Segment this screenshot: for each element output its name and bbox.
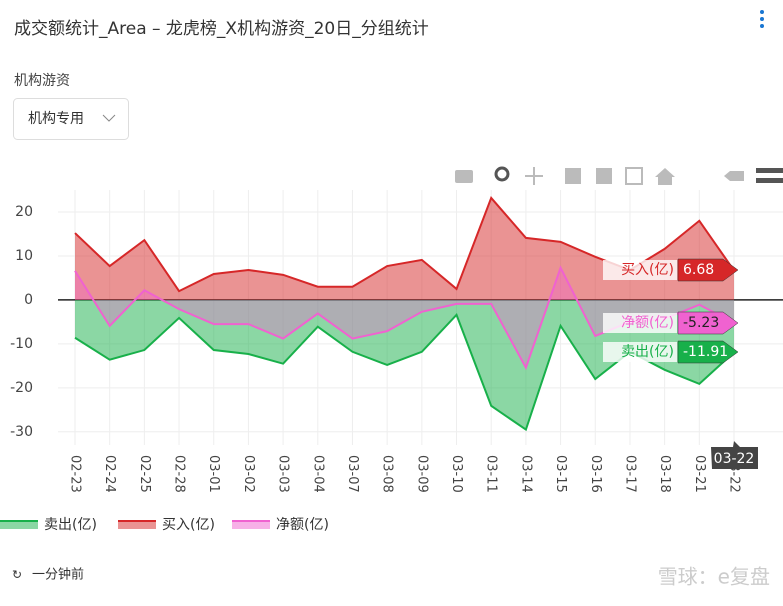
- x-tick-label: 03-07: [345, 455, 360, 493]
- area-fill: [75, 197, 734, 300]
- dropdown-arrow: [102, 114, 116, 122]
- menu-dot[interactable]: [760, 24, 764, 28]
- legend-swatch: [118, 520, 156, 529]
- x-tick-label: 03-16: [588, 455, 603, 493]
- modebar[interactable]: [455, 166, 783, 185]
- x-tick-label: 03-02: [241, 455, 256, 493]
- filter-label: 机构游资: [14, 73, 70, 89]
- x-tick-label: 03-18: [657, 455, 672, 493]
- watermark: 雪球：e复盘: [658, 565, 770, 589]
- x-tick-label: 03-08: [380, 455, 395, 493]
- x-tick-label: 03-04: [310, 455, 325, 493]
- y-tick-label: -30: [10, 424, 33, 440]
- hover-name-bg: [603, 260, 677, 280]
- x-tick-label: 03-01: [206, 455, 221, 493]
- legend-label: 净额(亿): [276, 517, 329, 533]
- x-tick-label: 03-11: [484, 455, 499, 493]
- y-tick-label: -10: [10, 336, 33, 352]
- hover-x-box: [711, 441, 758, 469]
- y-tick-label: 10: [15, 248, 33, 264]
- x-tick-label: 03-09: [414, 455, 429, 493]
- hover-x-label: 03-22: [714, 451, 755, 467]
- y-tick-label: 20: [15, 204, 33, 220]
- y-tick-label: 0: [24, 292, 33, 308]
- menu-dot[interactable]: [760, 17, 764, 21]
- legend-item[interactable]: 买入(亿): [118, 517, 215, 533]
- dropdown[interactable]: [13, 98, 129, 140]
- hover-box: [677, 311, 739, 335]
- hover-name: 卖出(亿): [621, 344, 674, 360]
- updated: 一分钟前: [32, 567, 84, 583]
- legend-swatch: [0, 520, 38, 529]
- area-fill: [75, 299, 734, 430]
- x-tick-label: 03-15: [553, 455, 568, 493]
- x-tick-label: 03-21: [692, 455, 707, 493]
- hover-name-bg: [603, 342, 677, 362]
- hover-name-bg: [603, 313, 677, 333]
- x-tick-label: 02-25: [137, 455, 152, 493]
- hover-value: -11.91: [683, 344, 728, 360]
- x-tick-label: 02-28: [172, 455, 187, 493]
- x-tick-label: 03-03: [276, 455, 291, 493]
- hover-name: 净额(亿): [621, 315, 674, 331]
- area-fill: [75, 267, 734, 368]
- hover-value: -5.23: [683, 315, 719, 331]
- hover-box: [677, 340, 739, 364]
- dropdown-value: 机构专用: [28, 111, 84, 127]
- legend-label: 买入(亿): [162, 517, 215, 533]
- x-tick-label: 03-14: [518, 455, 533, 493]
- page-title: 成交额统计_Area – 龙虎榜_X机构游资_20日_分组统计: [14, 19, 429, 39]
- legend-item[interactable]: 净额(亿): [232, 517, 329, 533]
- legend-item[interactable]: 卖出(亿): [0, 517, 97, 533]
- legend-swatch: [232, 520, 270, 529]
- hover-box: [677, 258, 739, 282]
- y-tick-label: -20: [10, 380, 33, 396]
- x-tick-label: 02-23: [68, 455, 83, 493]
- x-tick-label: 03-10: [449, 455, 464, 493]
- hover-value: 6.68: [683, 262, 714, 278]
- menu-dot[interactable]: [760, 10, 764, 14]
- refresh-icon: ↻: [12, 568, 22, 582]
- x-tick-label: 03-17: [622, 455, 637, 493]
- x-tick-label: 02-24: [102, 455, 117, 493]
- hover-name: 买入(亿): [621, 262, 674, 278]
- legend-label: 卖出(亿): [44, 517, 97, 533]
